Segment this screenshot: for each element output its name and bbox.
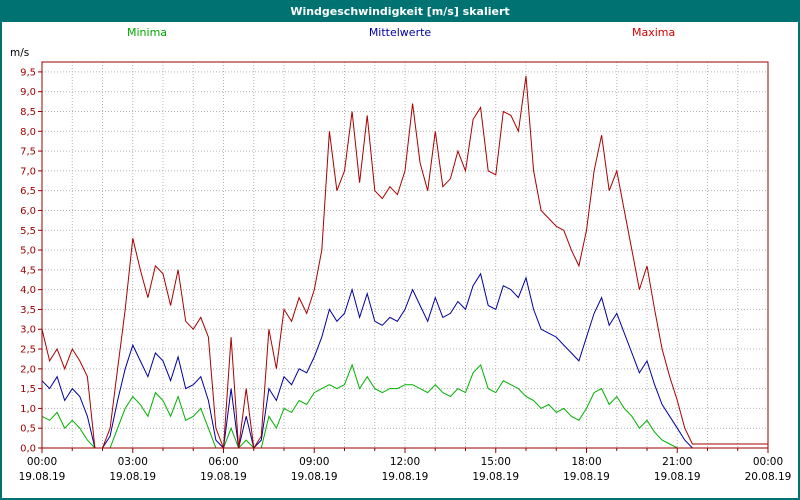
x-tick-label: 06:00 bbox=[208, 456, 238, 468]
x-date-label: 19.08.19 bbox=[563, 471, 610, 483]
x-date-label: 19.08.19 bbox=[109, 471, 156, 483]
y-axis-unit-label: m/s bbox=[10, 47, 29, 59]
x-date-label: 19.08.19 bbox=[200, 471, 247, 483]
chart-legend: Minima Mittelwerte Maxima bbox=[2, 22, 798, 44]
series-mittelwerte-line bbox=[41, 272, 768, 450]
x-tick-label: 03:00 bbox=[118, 456, 148, 468]
y-tick-label: 9,0 bbox=[20, 87, 36, 98]
y-tick-label: 6,5 bbox=[20, 186, 36, 197]
x-tick-label: 21:00 bbox=[662, 456, 692, 468]
legend-maxima: Maxima bbox=[632, 26, 676, 39]
x-tick-label: 09:00 bbox=[299, 456, 329, 468]
x-date-label: 19.08.19 bbox=[19, 471, 66, 483]
x-tick-label: 18:00 bbox=[571, 456, 601, 468]
y-tick-label: 9,5 bbox=[20, 67, 36, 78]
legend-mittelwerte: Mittelwerte bbox=[368, 26, 432, 39]
y-tick-label: 5,0 bbox=[20, 246, 36, 257]
y-tick-label: 3,0 bbox=[20, 325, 36, 336]
y-tick-label: 2,0 bbox=[20, 364, 36, 375]
x-date-label: 20.08.19 bbox=[745, 471, 792, 483]
legend-minima: Minima bbox=[127, 26, 168, 39]
y-tick-label: 0,0 bbox=[20, 444, 36, 455]
x-date-label: 19.08.19 bbox=[472, 471, 519, 483]
y-tick-label: 8,5 bbox=[20, 107, 36, 118]
y-tick-label: 0,5 bbox=[20, 424, 36, 435]
series-maxima-line bbox=[41, 75, 768, 450]
x-tick-label: 00:00 bbox=[27, 456, 57, 468]
title-bar: Windgeschwindigkeit [m/s] skaliert bbox=[2, 2, 798, 22]
series-minima-line bbox=[41, 363, 768, 449]
x-tick-label: 00:00 bbox=[753, 456, 783, 468]
y-tick-label: 4,5 bbox=[20, 265, 36, 276]
y-tick-label: 7,0 bbox=[20, 166, 36, 177]
page-title: Windgeschwindigkeit [m/s] skaliert bbox=[290, 5, 510, 18]
y-tick-label: 5,5 bbox=[20, 226, 36, 237]
y-tick-label: 1,5 bbox=[20, 384, 36, 395]
x-date-label: 19.08.19 bbox=[382, 471, 429, 483]
x-tick-label: 12:00 bbox=[390, 456, 420, 468]
x-date-label: 19.08.19 bbox=[291, 471, 338, 483]
y-tick-label: 2,5 bbox=[20, 345, 36, 356]
wind-speed-chart: 9,5 9,0 8,5 8,0 7,5 7,0 6,5 6,0 5,5 5,0 4,5 4,0 3,5 3… bbox=[2, 44, 798, 498]
y-tick-label: 3,5 bbox=[20, 305, 36, 316]
y-tick-label: 7,5 bbox=[20, 147, 36, 158]
y-tick-label: 6,0 bbox=[20, 206, 36, 217]
x-date-label: 19.08.19 bbox=[654, 471, 701, 483]
y-tick-label: 8,0 bbox=[20, 127, 36, 138]
y-tick-label: 1,0 bbox=[20, 404, 36, 415]
y-tick-label: 4,0 bbox=[20, 285, 36, 296]
x-tick-label: 15:00 bbox=[481, 456, 511, 468]
